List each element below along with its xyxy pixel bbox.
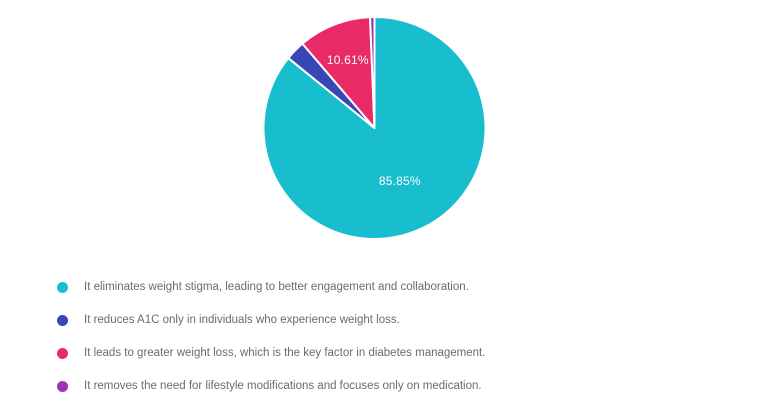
legend-color-dot — [57, 380, 68, 392]
legend-label: It reduces A1C only in individuals who e… — [84, 314, 400, 326]
legend-item[interactable]: It removes the need for lifestyle modifi… — [57, 378, 485, 394]
legend-label: It eliminates weight stigma, leading to … — [84, 281, 469, 293]
legend-color-dot — [57, 281, 68, 293]
slice-percent-label: 10.61% — [327, 53, 369, 67]
legend-item[interactable]: It eliminates weight stigma, leading to … — [57, 279, 485, 295]
legend-item[interactable]: It leads to greater weight loss, which i… — [57, 345, 485, 361]
legend-label: It removes the need for lifestyle modifi… — [84, 380, 482, 392]
pie-slice-3[interactable] — [301, 16, 376, 129]
legend-label: It leads to greater weight loss, which i… — [84, 347, 486, 359]
slice-percent-label: 85.85% — [379, 174, 421, 188]
pie-slice-4[interactable] — [369, 16, 376, 129]
chart-legend: It eliminates weight stigma, leading to … — [57, 279, 485, 394]
legend-color-dot — [57, 347, 68, 359]
legend-item[interactable]: It reduces A1C only in individuals who e… — [57, 312, 485, 328]
legend-color-dot — [57, 314, 68, 326]
